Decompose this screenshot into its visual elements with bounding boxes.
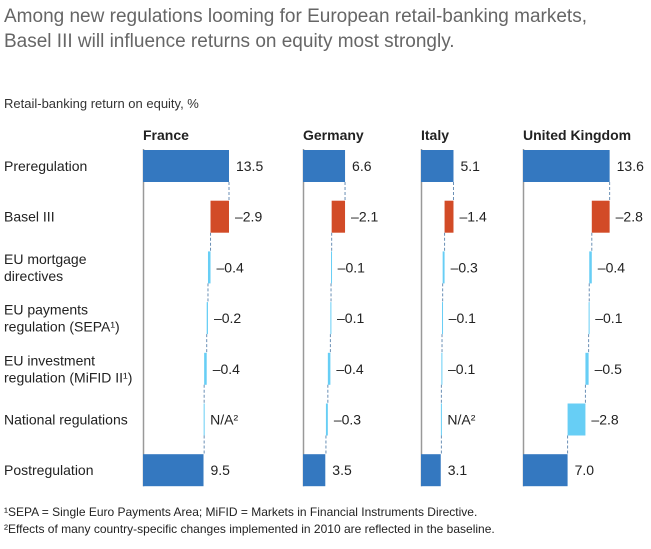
- value-label: 7.0: [575, 462, 595, 478]
- bar: [204, 352, 207, 385]
- value-label: 13.5: [236, 158, 263, 174]
- value-label: –0.5: [595, 361, 622, 377]
- bar: [421, 454, 441, 487]
- bar: [331, 251, 333, 284]
- bar: [210, 200, 229, 233]
- value-label: –0.4: [213, 361, 240, 377]
- value-label: –0.1: [448, 361, 475, 377]
- value-label: –0.2: [214, 310, 241, 326]
- value-label: –2.1: [351, 209, 378, 225]
- value-label: –0.3: [334, 412, 361, 428]
- bar: [523, 150, 610, 182]
- value-label: –0.4: [217, 259, 244, 275]
- bar: [442, 251, 445, 284]
- value-label: –0.1: [337, 310, 364, 326]
- country-label: Germany: [303, 127, 364, 143]
- panel-italy: Italy 5.1 –1.4 –0.3 –0.1 –0.1 N/A² 3.1: [420, 127, 487, 487]
- bar: [444, 200, 454, 233]
- row-label: EU payments regulation (SEPA¹): [4, 302, 120, 335]
- country-label: United Kingdom: [523, 127, 631, 143]
- bar: [303, 454, 326, 487]
- bar: [325, 403, 328, 436]
- country-label: Italy: [421, 127, 449, 143]
- value-label: –2.9: [235, 209, 262, 225]
- value-label: –0.1: [449, 310, 476, 326]
- panel-germany: Germany 6.6 –2.1 –0.1 –0.1 –0.4 –0.3 3.5: [302, 127, 379, 487]
- value-label: 6.6: [352, 158, 372, 174]
- value-label: –0.4: [336, 361, 363, 377]
- bar: [303, 150, 346, 182]
- value-label: –0.1: [338, 259, 365, 275]
- value-label: 9.5: [211, 462, 231, 478]
- bar: [143, 150, 229, 182]
- row-label: National regulations: [4, 412, 128, 428]
- value-label: N/A²: [210, 412, 238, 428]
- value-label: –0.3: [451, 259, 478, 275]
- row-label: Preregulation: [4, 158, 87, 174]
- y-axis-label: Retail-banking return on equity, %: [4, 96, 199, 111]
- bar: [206, 302, 208, 335]
- value-label: –0.1: [595, 310, 622, 326]
- chart-title: Among new regulations looming for Europe…: [4, 6, 587, 27]
- bar: [330, 302, 332, 335]
- bar: [585, 352, 589, 385]
- bar: [421, 150, 454, 182]
- bar: [441, 352, 443, 385]
- bar: [331, 200, 346, 233]
- bar: [523, 454, 568, 487]
- country-label: France: [143, 127, 189, 143]
- bar: [327, 352, 331, 385]
- value-label: –2.8: [616, 209, 643, 225]
- bar: [588, 302, 590, 335]
- footnote-2: ²Effects of many country-specific change…: [4, 522, 495, 536]
- panel-united-kingdom: United Kingdom 13.6 –2.8 –0.4 –0.1 –0.5 –2.8 7.…: [522, 127, 644, 487]
- value-label: –2.8: [591, 412, 618, 428]
- bar: [143, 454, 204, 487]
- footnote-1: ¹SEPA = Single Euro Payments Area; MiFID…: [4, 505, 477, 519]
- value-label: –0.4: [598, 259, 625, 275]
- bar: [591, 200, 610, 233]
- panel-france: France 13.5 –2.9 –0.4 –0.2 –0.4 N/A² 9.5: [142, 127, 263, 487]
- value-label: 3.1: [448, 462, 468, 478]
- row-label: Postregulation: [4, 462, 94, 478]
- value-label: 5.1: [460, 158, 480, 174]
- value-label: 3.5: [332, 462, 352, 478]
- row-label: EU investment regulation (MiFID II¹): [4, 352, 132, 385]
- bar: [442, 302, 444, 335]
- bar: [207, 251, 211, 284]
- bar: [589, 251, 592, 284]
- value-label: –1.4: [459, 209, 486, 225]
- chart-title-line2: Basel III will influence returns on equi…: [4, 31, 455, 52]
- row-label: EU mortgage directives: [4, 251, 87, 284]
- bar: [567, 403, 586, 436]
- value-label: N/A²: [447, 412, 475, 428]
- value-label: 13.6: [617, 158, 644, 174]
- row-label: Basel III: [4, 209, 55, 225]
